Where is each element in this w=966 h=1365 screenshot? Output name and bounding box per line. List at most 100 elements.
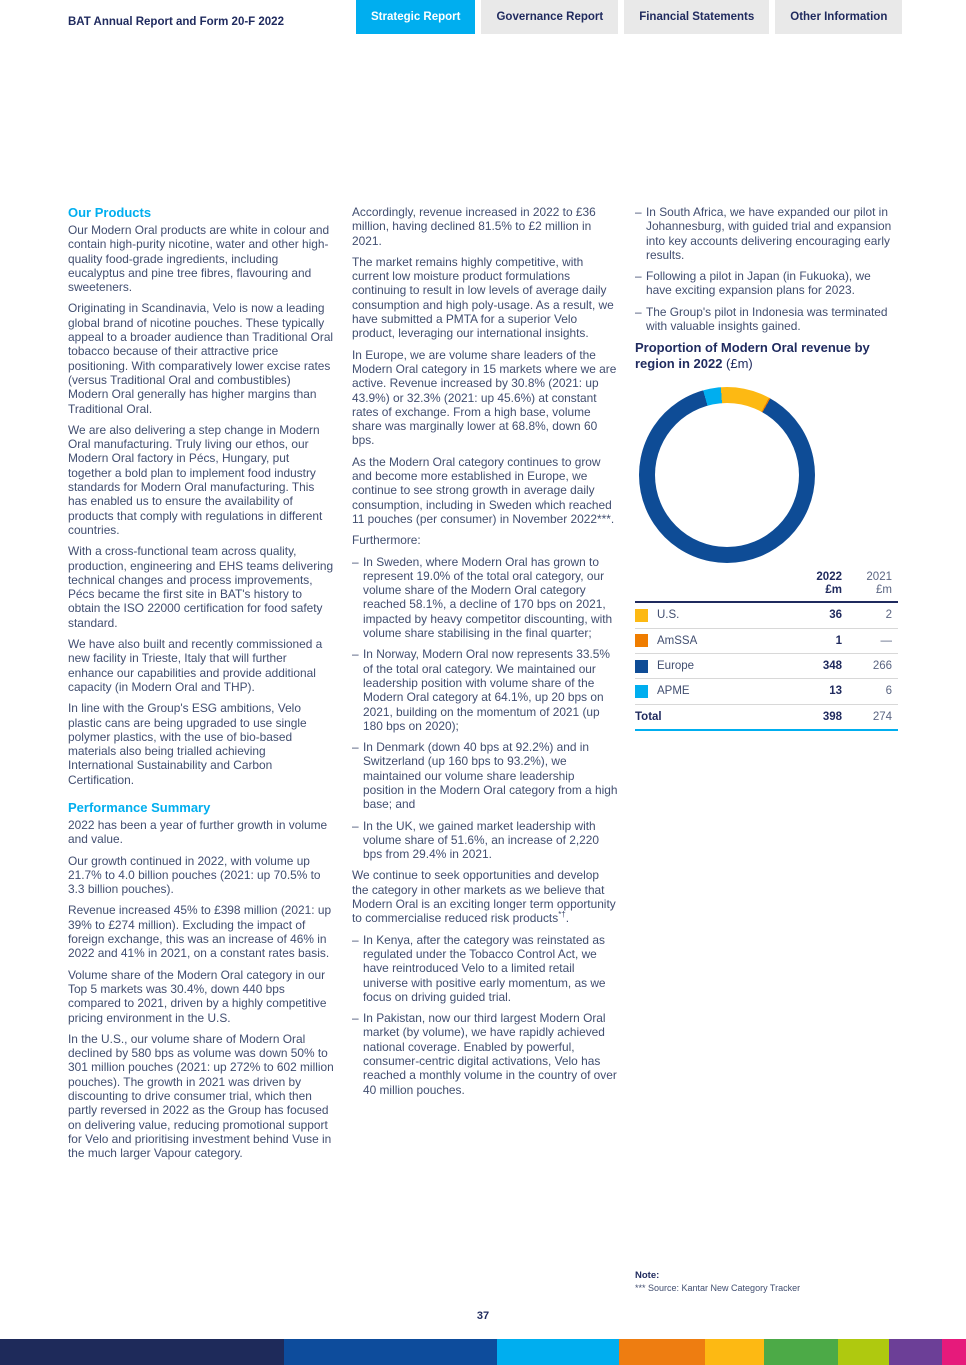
bullet-item: – Following a pilot in Japan (in Fukuoka)… <box>635 269 898 298</box>
bullet-text: In Pakistan, now our third largest Moder… <box>363 1011 617 1097</box>
tab-governance-report[interactable]: Governance Report <box>481 0 619 34</box>
paragraph: As the Modern Oral category continues to… <box>352 454 615 526</box>
report-title: BAT Annual Report and Form 20-F 2022 <box>68 16 284 28</box>
bullet-text: In the UK, we gained market leadership w… <box>363 818 599 862</box>
bullet-item: – The Group's pilot in Indonesia was term… <box>635 305 898 334</box>
footer-bar-segment-orange <box>619 1339 706 1365</box>
paragraph: In the U.S., our volume share of Modern … <box>68 1031 334 1161</box>
tab-financial-statements[interactable]: Financial Statements <box>624 0 770 34</box>
bullet-text: In Denmark (down 40 bps at 92.2%) and in… <box>363 740 618 812</box>
footer-color-bar <box>0 1339 966 1365</box>
paragraph: The market remains highly competitive, w… <box>352 254 614 341</box>
column-header-2022: 2022 £m <box>784 571 842 604</box>
bullet-text: The Group's pilot in Indonesia was termi… <box>646 304 888 334</box>
paragraph: Our Modern Oral products are white in co… <box>68 223 330 295</box>
bullet-item: – In Denmark (down 40 bps at 92.2%) and i… <box>352 740 618 811</box>
bullet-dash: – <box>352 647 359 662</box>
region-bullets: – In South Africa, we have expanded our p… <box>635 205 898 333</box>
region-label: Europe <box>657 659 695 672</box>
bullet-dash: – <box>352 554 359 569</box>
footer-bar-segment-green <box>764 1339 839 1365</box>
column-market-detail: Accordingly, revenue increased in 2022 t… <box>352 205 618 1104</box>
revenue-donut-chart <box>639 387 815 564</box>
paragraph: Our growth continued in 2022, with volum… <box>68 853 321 897</box>
bullet-text: In Norway, Modern Oral now represents 33… <box>363 647 610 733</box>
region-label: APME <box>657 685 690 698</box>
footer-bar-segment-yellow <box>705 1339 765 1365</box>
paragraph: Originating in Scandinavia, Velo is now … <box>68 301 334 416</box>
note-title: Note: <box>635 1270 660 1281</box>
paragraph: 2022 has been a year of further growth i… <box>68 817 328 847</box>
bullet-item: – In Kenya, after the category was reinst… <box>352 933 618 1004</box>
column-regions-chart: – In South Africa, we have expanded our p… <box>635 205 898 731</box>
section-tabs: Strategic Report Governance Report Finan… <box>356 0 903 34</box>
paragraph: We have also built and recently commissi… <box>68 637 323 694</box>
value-2022: 348 <box>784 653 842 680</box>
source-note: Note: *** Source: Kantar New Category Tr… <box>635 1270 800 1294</box>
bullet-dash: – <box>635 269 642 284</box>
modern-oral-revenue-chart: Proportion of Modern Oral revenue by reg… <box>635 340 898 731</box>
table-row: U.S. 36 2 <box>635 602 898 629</box>
legend-swatch <box>635 684 648 698</box>
region-column-header <box>635 571 784 604</box>
paragraph: Revenue increased 45% to £398 million (2… <box>68 903 332 961</box>
paragraph: In line with the Group's ESG ambitions, … <box>68 701 307 787</box>
bullet-dash: – <box>635 304 642 319</box>
paragraph: With a cross-functional team across qual… <box>68 544 334 630</box>
bullet-text: Following a pilot in Japan (in Fukuoka),… <box>646 269 871 298</box>
footer-bar-segment-cyan <box>496 1339 620 1365</box>
paragraph: We are also delivering a step change in … <box>68 422 323 537</box>
table-total-row: Total 398 274 <box>635 703 898 731</box>
footer-bar-segment-blue <box>284 1339 497 1365</box>
column-header-2021: 2021 £m <box>842 571 898 604</box>
tab-other-information[interactable]: Other Information <box>775 0 903 34</box>
bullet-dash: – <box>352 932 359 947</box>
footer-bar-segment-lime <box>838 1339 889 1365</box>
legend-swatch <box>635 609 648 623</box>
table-row: AmSSA 1— <box>635 628 898 654</box>
bullet-dash: – <box>352 818 359 833</box>
bullet-item: – In Pakistan, now our third largest Mode… <box>352 1011 618 1097</box>
value-2021: 266 <box>842 653 898 680</box>
value-2022: 1 <box>784 628 842 654</box>
bullet-dash: – <box>635 205 642 219</box>
region-label: AmSSA <box>657 634 698 647</box>
bullet-dash: – <box>352 1011 359 1026</box>
bullet-item: – In Norway, Modern Oral now represents 3… <box>352 647 618 733</box>
value-2021: 6 <box>842 678 898 705</box>
revenue-by-region-table: 2022 £m 2021 £m U.S. 36 2 AmSSA 1— Europe 348 266… <box>635 571 898 731</box>
paragraph: Furthermore: <box>352 533 421 548</box>
page-number: 37 <box>476 1310 490 1322</box>
value-2021: — <box>842 628 898 654</box>
note-text: *** Source: Kantar New Category Tracker <box>635 1283 801 1293</box>
paragraph: We continue to seek opportunities and de… <box>352 868 616 926</box>
paragraph: In Europe, we are volume share leaders o… <box>352 347 617 448</box>
legend-swatch <box>635 634 648 648</box>
bullet-text: In South Africa, we have expanded our pi… <box>646 205 892 262</box>
bullet-item: – In Sweden, where Modern Oral has grown … <box>352 555 618 641</box>
paragraph: Accordingly, revenue increased in 2022 t… <box>352 205 596 248</box>
paragraph: Volume share of the Modern Oral category… <box>68 967 327 1025</box>
tab-strategic-report[interactable]: Strategic Report <box>356 0 476 34</box>
value-2021: 2 <box>842 602 898 629</box>
table-header-row: 2022 £m 2021 £m <box>635 571 898 604</box>
bullet-item: – In South Africa, we have expanded our p… <box>635 205 898 262</box>
footer-bar-segment-purple <box>888 1339 942 1365</box>
bullet-text: In Kenya, after the category was reinsta… <box>363 932 606 1004</box>
bullet-item: – In the UK, we gained market leadership … <box>352 819 618 862</box>
column-our-products: Our Products Our Modern Oral products are… <box>68 205 334 1168</box>
value-2022: 36 <box>784 602 842 629</box>
legend-swatch <box>635 659 648 673</box>
section-heading: Our Products <box>68 205 152 220</box>
table-row: APME 13 6 <box>635 678 898 705</box>
bullet-text: In Sweden, where Modern Oral has grown t… <box>363 554 613 641</box>
footer-bar-segment-pink <box>941 1339 966 1365</box>
footer-bar-segment-navy <box>0 1339 284 1365</box>
chart-title: Proportion of Modern Oral revenue by reg… <box>635 340 870 372</box>
region-label: U.S. <box>657 609 680 622</box>
bullet-dash: – <box>352 740 359 755</box>
section-heading: Performance Summary <box>68 799 211 815</box>
table-row: Europe 348 266 <box>635 653 898 680</box>
value-2022: 13 <box>784 678 842 705</box>
